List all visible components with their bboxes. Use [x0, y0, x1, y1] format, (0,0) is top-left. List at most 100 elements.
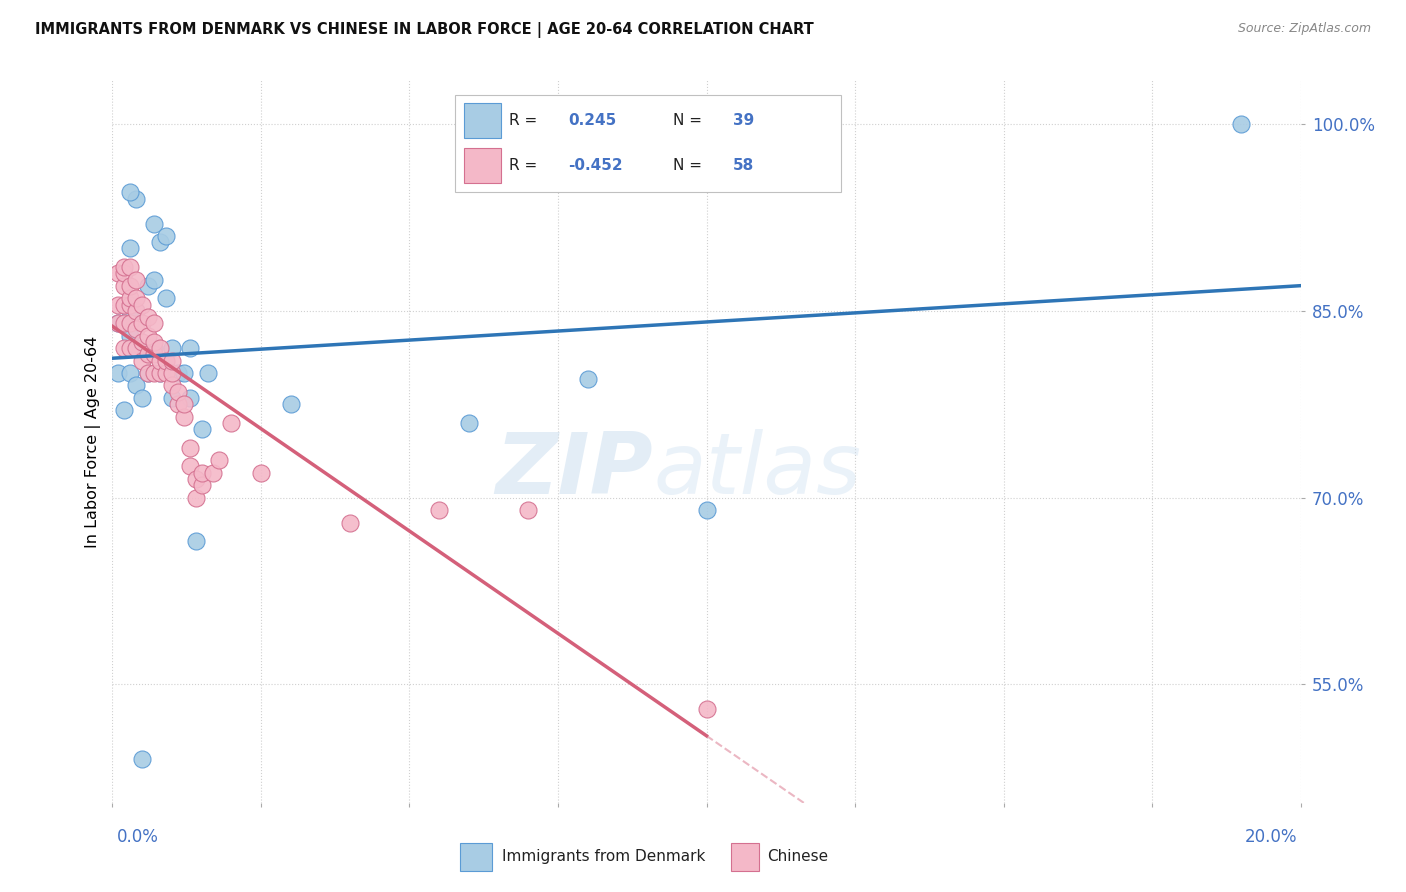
Point	[179, 441, 201, 455]
Point	[112, 260, 135, 274]
Point	[120, 303, 142, 318]
Point	[155, 366, 177, 380]
Point	[131, 752, 153, 766]
Point	[131, 316, 153, 330]
Point	[120, 297, 142, 311]
Point	[120, 242, 142, 256]
Bar	[731, 844, 759, 871]
Point	[120, 260, 142, 274]
Point	[125, 341, 148, 355]
Point	[112, 266, 135, 280]
Point	[143, 341, 166, 355]
Text: ZIP: ZIP	[495, 429, 652, 512]
Point	[202, 466, 225, 480]
Point	[576, 372, 599, 386]
Text: 20.0%: 20.0%	[1246, 828, 1298, 846]
Point	[184, 491, 207, 505]
Point	[155, 353, 177, 368]
Point	[696, 503, 718, 517]
Point	[125, 272, 148, 286]
Point	[155, 229, 177, 244]
Point	[149, 341, 172, 355]
Point	[179, 459, 201, 474]
Point	[143, 316, 166, 330]
Point	[125, 378, 148, 392]
Point	[143, 366, 166, 380]
Point	[160, 366, 183, 380]
Point	[131, 353, 153, 368]
Point	[112, 297, 135, 311]
Point	[143, 334, 166, 349]
Point	[112, 316, 135, 330]
Point	[149, 235, 172, 250]
Point	[208, 453, 231, 467]
Point	[125, 322, 148, 336]
Point	[120, 186, 142, 200]
Point	[125, 303, 148, 318]
Point	[125, 192, 148, 206]
Point	[125, 341, 148, 355]
Point	[160, 353, 183, 368]
Point	[107, 316, 129, 330]
Point	[136, 278, 159, 293]
Point	[107, 366, 129, 380]
Point	[179, 341, 201, 355]
Point	[149, 353, 172, 368]
Point	[166, 384, 188, 399]
Point	[155, 291, 177, 305]
Point	[143, 217, 166, 231]
Point	[131, 341, 153, 355]
Point	[131, 391, 153, 405]
Point	[339, 516, 361, 530]
Point	[219, 416, 242, 430]
Point	[143, 272, 166, 286]
Point	[160, 378, 183, 392]
Point	[160, 391, 183, 405]
Point	[120, 291, 142, 305]
Point	[131, 334, 153, 349]
Y-axis label: In Labor Force | Age 20-64: In Labor Force | Age 20-64	[86, 335, 101, 548]
Point	[125, 303, 148, 318]
Point	[173, 366, 195, 380]
Point	[166, 366, 188, 380]
Point	[120, 316, 142, 330]
Point	[112, 341, 135, 355]
Point	[696, 702, 718, 716]
Point	[184, 472, 207, 486]
Point	[107, 266, 129, 280]
Point	[112, 403, 135, 417]
Point	[280, 397, 302, 411]
Point	[1230, 117, 1253, 131]
Point	[184, 534, 207, 549]
Point	[136, 366, 159, 380]
Point	[136, 347, 159, 361]
Text: IMMIGRANTS FROM DENMARK VS CHINESE IN LABOR FORCE | AGE 20-64 CORRELATION CHART: IMMIGRANTS FROM DENMARK VS CHINESE IN LA…	[35, 22, 814, 38]
Point	[190, 478, 212, 492]
Point	[457, 416, 479, 430]
Point	[136, 366, 159, 380]
Point	[107, 297, 129, 311]
Point	[136, 328, 159, 343]
Point	[136, 310, 159, 324]
Point	[179, 391, 201, 405]
Point	[120, 366, 142, 380]
Point	[149, 366, 172, 380]
Point	[166, 397, 188, 411]
Point	[120, 278, 142, 293]
Text: Immigrants from Denmark: Immigrants from Denmark	[502, 849, 706, 863]
Point	[173, 397, 195, 411]
Text: 0.0%: 0.0%	[117, 828, 159, 846]
Text: Chinese: Chinese	[768, 849, 828, 863]
Point	[173, 409, 195, 424]
Bar	[460, 844, 492, 871]
Point	[120, 328, 142, 343]
Point	[149, 366, 172, 380]
Point	[190, 466, 212, 480]
Point	[250, 466, 273, 480]
Text: atlas: atlas	[652, 429, 860, 512]
Point	[517, 503, 540, 517]
Point	[131, 297, 153, 311]
Point	[197, 366, 219, 380]
Point	[160, 341, 183, 355]
Point	[107, 316, 129, 330]
